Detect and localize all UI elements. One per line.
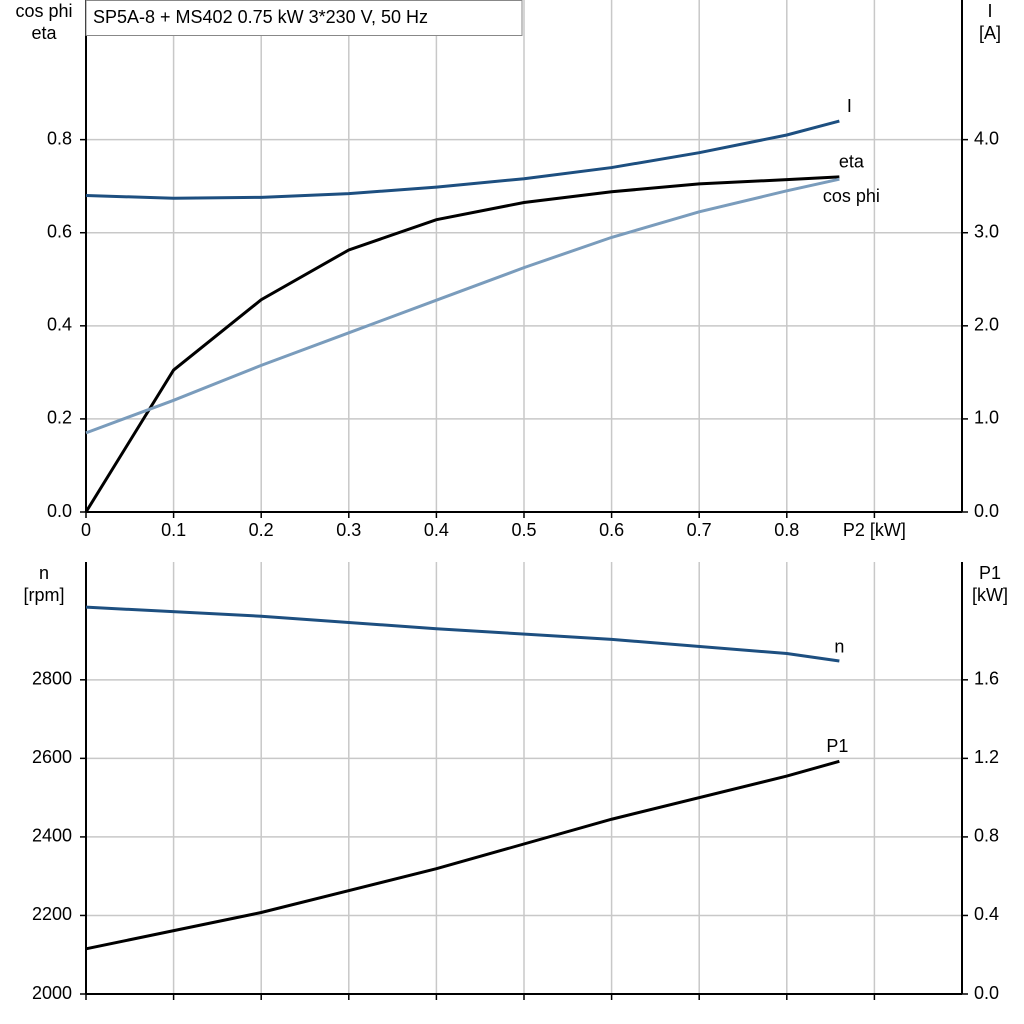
x-tick-label: 0.5 [511, 520, 536, 540]
y2-tick-label: 4.0 [974, 128, 999, 148]
series-line [85, 119, 840, 200]
y-tick-label: 2400 [32, 826, 72, 846]
y2-tick-label: 1.0 [974, 408, 999, 428]
y2-tick-label: 0.0 [974, 501, 999, 521]
series-line [85, 605, 840, 663]
y2-axis-label: I [987, 1, 992, 21]
y-tick-label: 2600 [32, 747, 72, 767]
y2-tick-label: 2.0 [974, 315, 999, 335]
series-label: I [847, 96, 852, 116]
x-tick-label: 0.6 [599, 520, 624, 540]
x-tick-label: 0.3 [336, 520, 361, 540]
y-tick-label: 2800 [32, 669, 72, 689]
series-line [85, 759, 840, 951]
y-tick-label: 0.4 [47, 315, 72, 335]
y-axis-label: eta [31, 23, 57, 43]
y-tick-label: 2000 [32, 983, 72, 1003]
x-tick-label: 0.7 [687, 520, 712, 540]
y2-tick-label: 1.2 [974, 747, 999, 767]
y-axis-label: [rpm] [23, 585, 64, 605]
y2-axis-label: [kW] [972, 585, 1008, 605]
chart-title: SP5A-8 + MS402 0.75 kW 3*230 V, 50 Hz [93, 7, 428, 27]
y2-tick-label: 3.0 [974, 221, 999, 241]
x-tick-label: 0.1 [161, 520, 186, 540]
x-tick-label: P2 [kW] [843, 520, 906, 540]
y-tick-label: 0.6 [47, 221, 72, 241]
y2-tick-label: 1.6 [974, 669, 999, 689]
y-axis-label: cos phi [15, 1, 72, 21]
x-tick-label: 0.2 [249, 520, 274, 540]
y2-tick-label: 0.8 [974, 826, 999, 846]
y2-tick-label: 0.4 [974, 904, 999, 924]
y-axis-label: n [39, 563, 49, 583]
y2-axis-label: P1 [979, 563, 1001, 583]
series-line [84, 175, 840, 513]
x-tick-label: 0 [81, 520, 91, 540]
series-label: P1 [826, 736, 848, 756]
y2-tick-label: 0.0 [974, 983, 999, 1003]
series-label: eta [839, 152, 865, 172]
y-tick-label: 2200 [32, 904, 72, 924]
series-label: cos phi [823, 186, 880, 206]
y-tick-label: 0.0 [47, 501, 72, 521]
series-line [85, 177, 840, 435]
y-tick-label: 0.2 [47, 408, 72, 428]
title-box [85, 0, 523, 36]
x-tick-label: 0.4 [424, 520, 449, 540]
y-tick-label: 0.8 [47, 128, 72, 148]
series-label: n [834, 637, 844, 657]
x-tick-label: 0.8 [774, 520, 799, 540]
y2-axis-label: [A] [979, 23, 1001, 43]
